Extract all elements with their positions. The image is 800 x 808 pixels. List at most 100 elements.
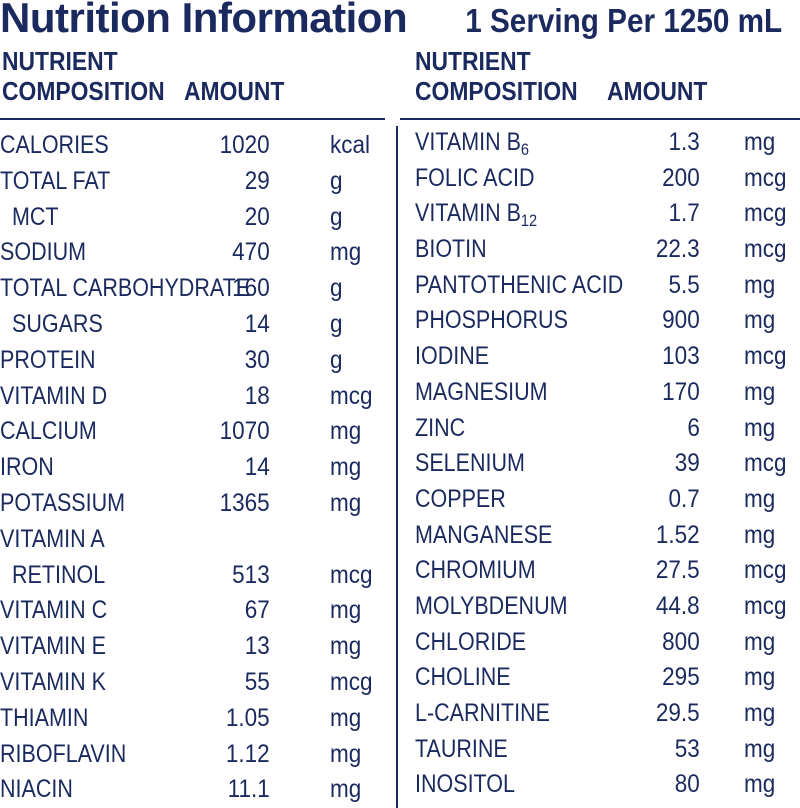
nutrient-row: BIOTIN 22.3 mcg [400,232,800,268]
nutrient-name: TOTAL FAT [0,164,110,200]
nutrient-name-text: CHLORIDE [415,627,527,656]
nutrient-name-text: VITAMIN D [0,381,108,410]
nutrient-unit: mcg [330,560,373,589]
nutrient-row: MANGANESE 1.52 mg [400,518,800,554]
nutrient-amount: 20 [244,202,270,231]
nutrient-row: MCT 20 g [0,200,385,236]
nutrient-amount: 200 [662,163,700,192]
nutrient-name-text: VITAMIN E [0,632,106,661]
nutrient-name-text: VITAMIN C [0,596,108,625]
nutrient-name: MOLYBDENUM [415,589,568,625]
amount-heading: AMOUNT [607,76,708,106]
nutrient-row: IRON 14 mg [0,450,385,486]
nutrient-unit: mcg [744,449,787,478]
nutrient-name-text: L-CARNITINE [415,699,550,727]
nutrient-unit: kcal [330,131,371,159]
nutrient-amount: 103 [662,342,700,371]
nutrient-amount: 29 [244,166,270,195]
nutrient-amount: 18 [244,381,270,410]
nutrient-row: PROTEIN 30 g [0,343,385,379]
nutrient-name: TAURINE [415,732,508,768]
nutrient-row: THIAMIN 1.05 mg [0,701,385,737]
nutrient-name-text: CALCIUM [0,417,97,446]
nutrient-unit: mg [330,238,362,267]
nutrient-unit: mcg [744,163,787,192]
nutrient-unit: mg [744,306,776,335]
nutrient-name: IRON [0,450,54,486]
nutrient-row: IODINE 103 mcg [400,339,800,375]
nutrient-amount: 1365 [219,488,270,517]
nutrient-name: RIBOFLAVIN [0,737,126,773]
nutrient-unit: g [330,202,343,231]
nutrient-unit: mcg [744,235,787,264]
nutrient-name-text: POTASSIUM [0,488,126,517]
nutrient-unit: mg [330,632,362,661]
nutrient-unit: mg [330,739,362,768]
nutrient-name-text: ZINC [415,413,466,442]
column-divider [396,126,398,808]
nutrient-amount: 295 [662,663,700,692]
nutrient-unit: mg [744,734,776,763]
nutrient-name-text: BIOTIN [415,235,487,264]
nutrient-amount: 55 [244,667,270,696]
nutrient-unit: g [330,166,343,195]
nutrient-row: CHROMIUM 27.5 mcg [400,553,800,589]
nutrient-name-text: FOLIC ACID [415,163,535,192]
nutrient-amount: 900 [662,306,700,335]
nutrient-name: FOLIC ACID [415,161,534,197]
nutrient-name: INOSITOL [415,767,515,803]
nutrient-unit: mg [744,128,776,156]
nutrient-name: POTASSIUM [0,486,125,522]
nutrient-unit: mcg [330,667,373,696]
nutrient-unit: mg [330,453,362,482]
nutrient-name-text: VITAMIN B [415,199,521,228]
nutrient-name-text: MOLYBDENUM [415,591,568,620]
nutrient-name-text: RETINOL [12,560,106,589]
nutrient-list-left: CALORIES 1020 kcal TOTAL FAT 29 g MCT 20 g SODIUM… [0,128,385,808]
nutrient-amount: 30 [244,345,270,374]
nutrient-unit: mcg [744,342,787,371]
nutrient-name-text: CALORIES [0,131,109,159]
nutrient-row: CALCIUM 1070 mg [0,414,385,450]
nutrient-amount: 1.05 [226,703,270,732]
nutrient-amount: 14 [244,309,270,338]
nutrient-amount: 53 [674,734,700,763]
nutrient-name-text: CHOLINE [415,663,511,692]
nutrient-name: SUGARS [12,307,103,343]
nutrient-row: VITAMIN K 55 mcg [0,665,385,701]
nutrient-heading: NUTRIENT COMPOSITION [415,46,578,106]
nutrient-heading-line2: COMPOSITION [415,76,578,106]
nutrient-name: SODIUM [0,235,86,271]
nutrient-unit: g [330,274,343,303]
nutrient-unit: mg [330,417,362,446]
nutrient-name-text: MANGANESE [415,520,553,549]
nutrient-amount: 800 [662,627,700,656]
nutrient-unit: mcg [330,381,373,410]
nutrient-name: RETINOL [12,558,105,594]
nutrient-amount: 67 [244,596,270,625]
nutrient-row: PANTOTHENIC ACID 5.5 mg [400,268,800,304]
nutrient-row: RETINOL 513 mcg [0,558,385,594]
nutrient-name-text: VITAMIN K [0,667,106,696]
nutrient-unit: mg [744,377,776,406]
nutrient-row: NIACIN 11.1 mg [0,772,385,808]
nutrient-amount: 1.3 [668,128,700,156]
label-header: Nutrition Information 1 Serving Per 1250… [0,0,800,44]
nutrient-unit: g [330,345,343,374]
nutrient-name: PROTEIN [0,343,96,379]
nutrient-subscript: 6 [520,140,530,159]
nutrient-name-text: MAGNESIUM [415,377,548,406]
serving-size: 1 Serving Per 1250 mL [465,2,782,39]
nutrient-name-text: IODINE [415,342,490,371]
nutrient-name-text: PHOSPHORUS [415,306,568,335]
nutrient-heading-line1: NUTRIENT [415,46,531,76]
nutrient-name: ZINC [415,411,465,447]
nutrient-name: VITAMIN A [0,522,105,558]
nutrient-list-right: VITAMIN B6 1.3 mg FOLIC ACID 200 mcg VITAMIN B… [400,125,800,803]
amount-heading: AMOUNT [184,76,285,106]
nutrient-row: FOLIC ACID 200 mcg [400,161,800,197]
nutrient-name-text: COPPER [415,484,506,513]
nutrient-name: BIOTIN [415,232,487,268]
nutrient-name-text: VITAMIN B [415,128,521,156]
nutrient-row: VITAMIN A [0,522,385,558]
